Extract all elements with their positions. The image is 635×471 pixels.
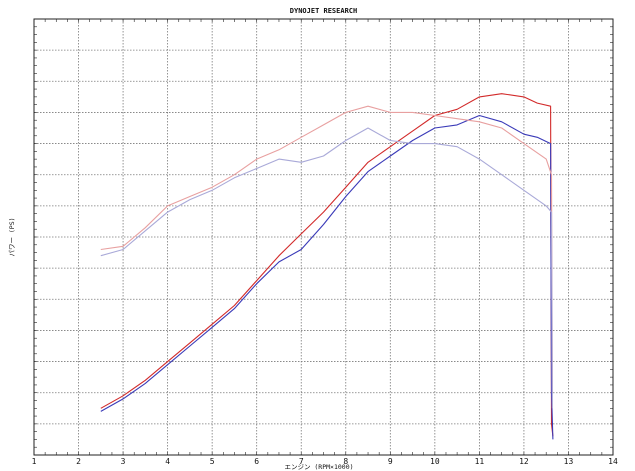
series-line-blue bbox=[100, 114, 554, 440]
x-tick-label: 3 bbox=[121, 457, 126, 466]
series-line-lightblue bbox=[100, 127, 553, 409]
series-layer bbox=[100, 93, 554, 440]
x-tick-label: 4 bbox=[165, 457, 170, 466]
y-axis-label: パワー (PS) bbox=[8, 217, 16, 256]
x-tick-label: 7 bbox=[299, 457, 304, 466]
x-tick-label: 2 bbox=[76, 457, 81, 466]
x-tick-label: 12 bbox=[519, 457, 529, 466]
x-tick-label: 1 bbox=[32, 457, 37, 466]
x-axis-label: エンジン (RPM×1000) bbox=[284, 463, 353, 471]
x-tick-label: 10 bbox=[430, 457, 440, 466]
series-line-red bbox=[100, 93, 554, 437]
x-tick-label: 8 bbox=[343, 457, 348, 466]
x-tick-label: 6 bbox=[254, 457, 259, 466]
x-tick-labels: 1 2 3 4 5 6 7 8 9 10 11 12 13 14 bbox=[32, 457, 618, 466]
x-tick-label: 14 bbox=[608, 457, 618, 466]
x-tick-label: 13 bbox=[564, 457, 574, 466]
x-tick-label: 5 bbox=[210, 457, 215, 466]
series-line-pink bbox=[100, 105, 553, 393]
chart-title: DYNOJET RESEARCH bbox=[290, 7, 357, 15]
x-tick-label: 9 bbox=[388, 457, 393, 466]
x-tick-label: 11 bbox=[475, 457, 485, 466]
plot-frame bbox=[33, 18, 614, 456]
